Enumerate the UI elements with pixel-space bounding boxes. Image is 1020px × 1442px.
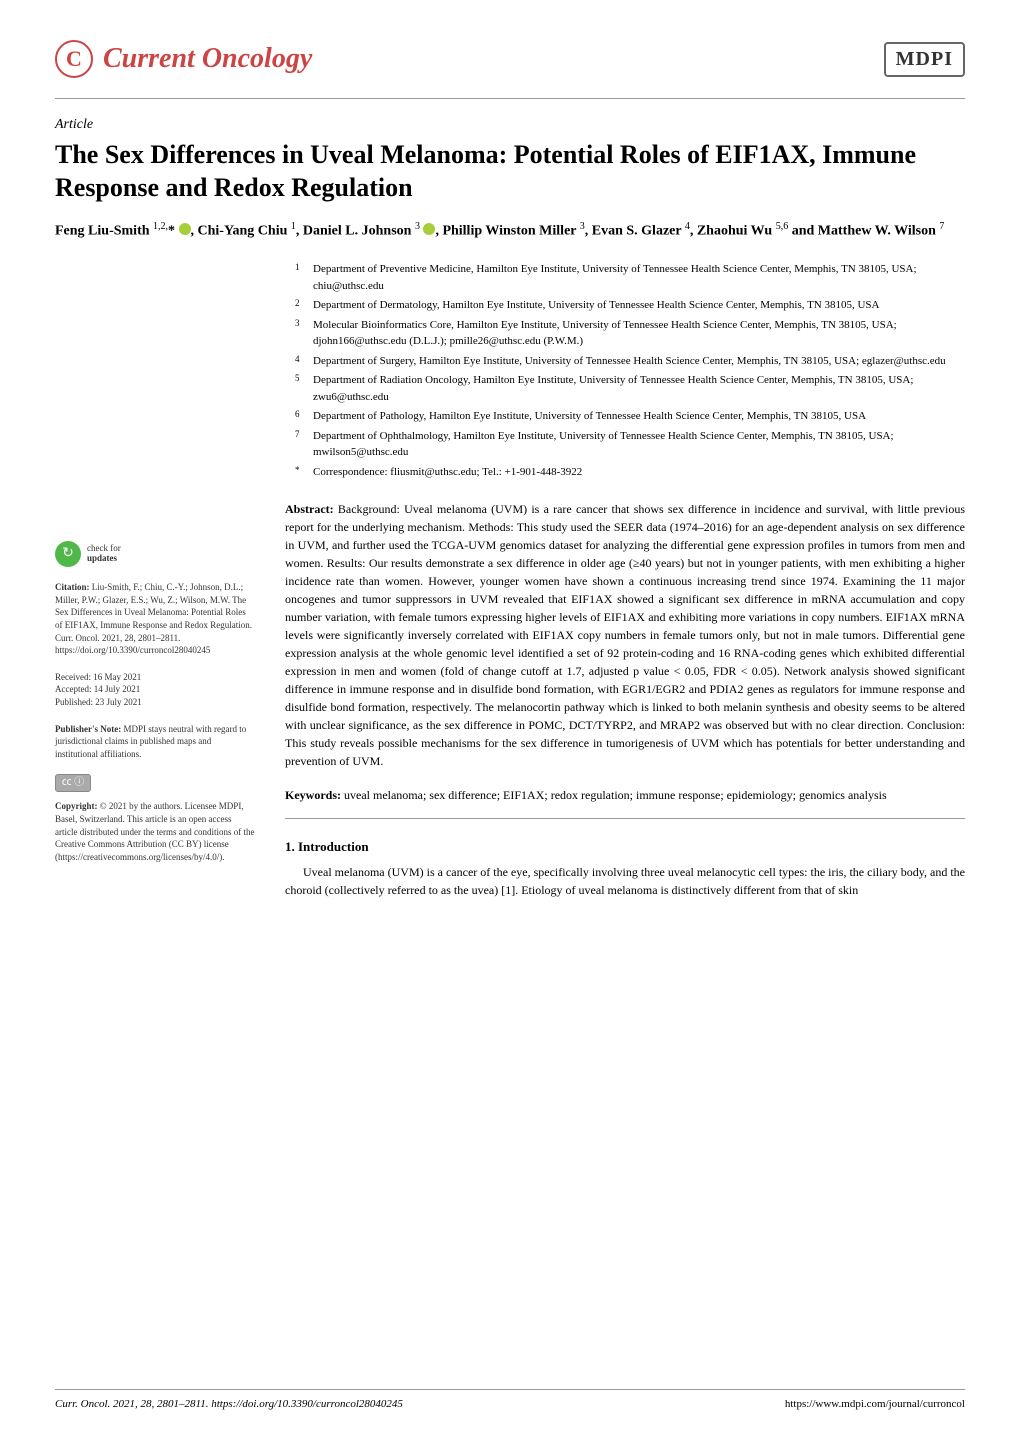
affiliation-item: *Correspondence: fliusmit@uthsc.edu; Tel… [313, 464, 965, 481]
orcid-icon [179, 223, 191, 235]
abstract-label: Abstract: [285, 502, 334, 516]
affiliation-item: 1Department of Preventive Medicine, Hami… [313, 261, 965, 294]
affiliation-item: 7Department of Ophthalmology, Hamilton E… [313, 428, 965, 461]
abstract-block: Abstract: Background: Uveal melanoma (UV… [285, 500, 965, 770]
copyright-block: Copyright: © 2021 by the authors. Licens… [55, 800, 255, 863]
cc-by-badge-icon: ㏄ ⓘ [55, 774, 91, 792]
affiliation-item: 5Department of Radiation Oncology, Hamil… [313, 372, 965, 405]
sidebar-column: ↻ check for updates Citation: Liu-Smith,… [55, 261, 255, 899]
check-line1: check for [87, 543, 121, 553]
keywords-block: Keywords: uveal melanoma; sex difference… [285, 786, 965, 819]
main-content: Article The Sex Differences in Uveal Mel… [0, 117, 1020, 899]
introduction-text: Uveal melanoma (UVM) is a cancer of the … [285, 863, 965, 899]
dates-block: Received: 16 May 2021 Accepted: 14 July … [55, 671, 255, 709]
affiliation-item: 3Molecular Bioinformatics Core, Hamilton… [313, 317, 965, 350]
check-line2: updates [87, 554, 121, 564]
keywords-text: uveal melanoma; sex difference; EIF1AX; … [344, 788, 887, 802]
journal-logo: C Current Oncology [55, 40, 312, 78]
abstract-text: Background: Uveal melanoma (UVM) is a ra… [285, 502, 965, 768]
footer-citation: Curr. Oncol. 2021, 28, 2801–2811. https:… [55, 1398, 403, 1410]
affiliations-list: 1Department of Preventive Medicine, Hami… [285, 261, 965, 480]
received-date: Received: 16 May 2021 [55, 671, 255, 684]
check-updates-text: check for updates [87, 544, 121, 564]
article-body-column: 1Department of Preventive Medicine, Hami… [285, 261, 965, 899]
footer-url: https://www.mdpi.com/journal/curroncol [785, 1398, 965, 1410]
page-header: C Current Oncology MDPI [0, 0, 1020, 98]
article-title: The Sex Differences in Uveal Melanoma: P… [55, 139, 965, 204]
check-updates[interactable]: ↻ check for updates [55, 541, 255, 567]
check-updates-icon: ↻ [55, 541, 81, 567]
affiliation-item: 4Department of Surgery, Hamilton Eye Ins… [313, 353, 965, 370]
keywords-label: Keywords: [285, 788, 341, 802]
accepted-date: Accepted: 14 July 2021 [55, 683, 255, 696]
published-date: Published: 23 July 2021 [55, 696, 255, 709]
article-type: Article [55, 117, 965, 133]
citation-block: Citation: Liu-Smith, F.; Chiu, C.-Y.; Jo… [55, 581, 255, 657]
publisher-logo: MDPI [884, 42, 965, 77]
introduction-heading: 1. Introduction [285, 839, 965, 855]
two-column-layout: ↻ check for updates Citation: Liu-Smith,… [55, 261, 965, 899]
page-footer: Curr. Oncol. 2021, 28, 2801–2811. https:… [55, 1389, 965, 1410]
journal-title: Current Oncology [103, 43, 312, 75]
journal-cc-icon: C [55, 40, 93, 78]
cc-license-block: ㏄ ⓘ [55, 774, 255, 792]
publishers-note: Publisher's Note: MDPI stays neutral wit… [55, 723, 255, 761]
header-divider [55, 98, 965, 99]
authors-line: Feng Liu-Smith 1,2,* , Chi-Yang Chiu 1, … [55, 220, 965, 241]
affiliation-item: 2Department of Dermatology, Hamilton Eye… [313, 297, 965, 314]
orcid-icon [423, 223, 435, 235]
citation-text: Liu-Smith, F.; Chiu, C.-Y.; Johnson, D.L… [55, 582, 252, 655]
affiliation-item: 6Department of Pathology, Hamilton Eye I… [313, 408, 965, 425]
